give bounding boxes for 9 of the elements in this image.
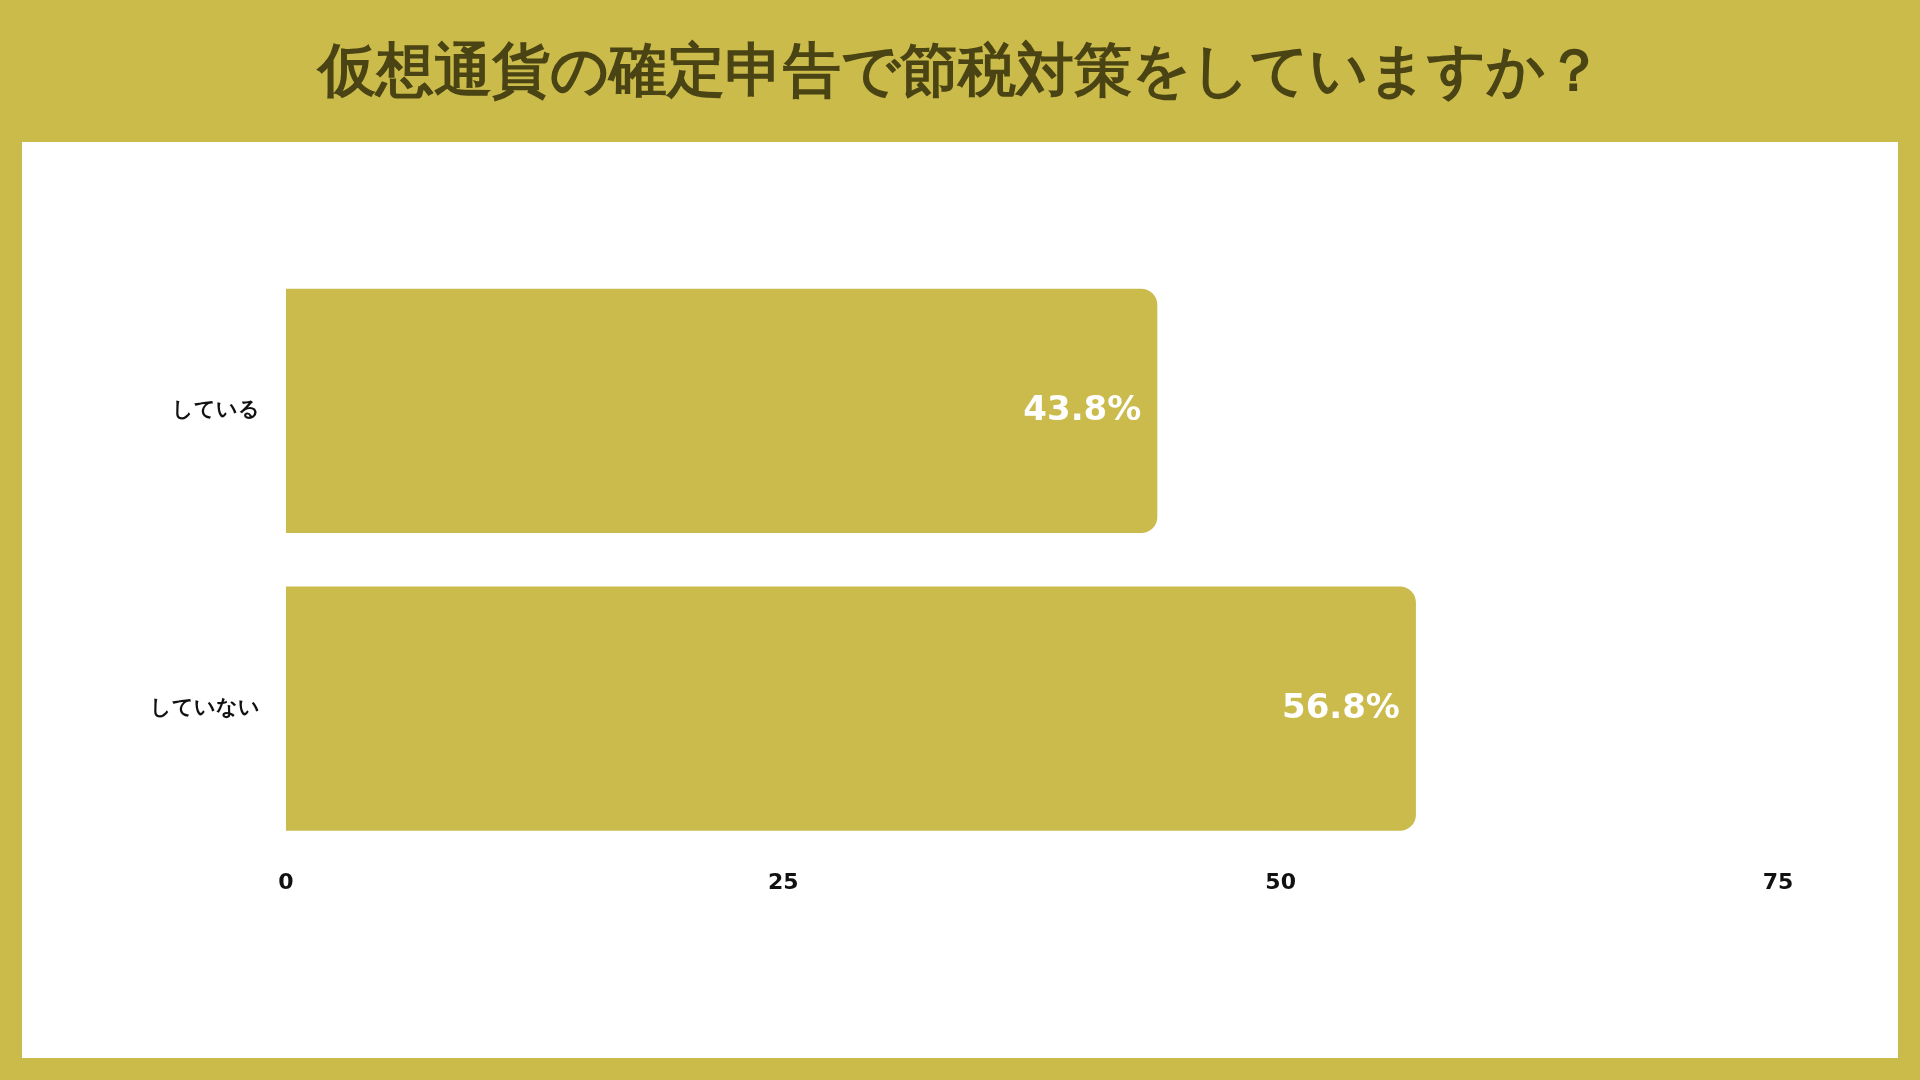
x-tick-label: 75: [1762, 868, 1794, 894]
chart-title: 仮想通貨の確定申告で節税対策をしていますか？: [315, 35, 1604, 106]
x-tick-label: 50: [1265, 868, 1296, 894]
x-tick-label: 0: [278, 868, 294, 894]
data-label: 56.8%: [1281, 685, 1400, 726]
x-tick-label: 25: [768, 868, 799, 894]
y-tick-label: していない: [150, 695, 260, 720]
data-label: 43.8%: [1023, 387, 1142, 428]
y-tick-label: している: [172, 397, 260, 422]
